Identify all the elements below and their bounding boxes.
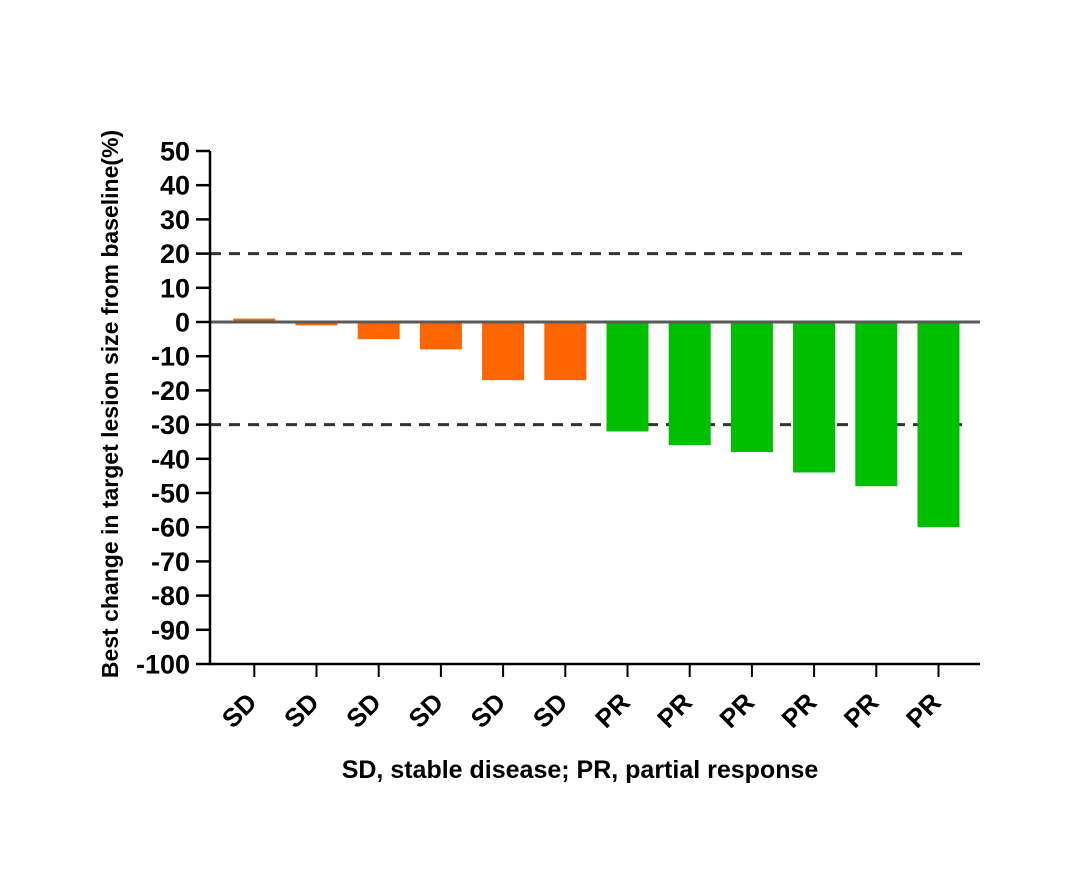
y-tick-label: -60 bbox=[151, 513, 190, 543]
bar-pr-10 bbox=[793, 322, 836, 473]
x-category-label: PR bbox=[651, 687, 698, 734]
footnote-caption: SD, stable disease; PR, partial response bbox=[341, 756, 819, 784]
x-category-label: SD bbox=[465, 687, 512, 734]
x-category-label: SD bbox=[527, 687, 574, 734]
x-category-label: PR bbox=[713, 687, 760, 734]
bar-pr-8 bbox=[668, 322, 711, 446]
bar-pr-9 bbox=[730, 322, 773, 452]
y-tick-label: -50 bbox=[151, 478, 190, 508]
y-tick-label: -90 bbox=[151, 615, 190, 645]
x-category-label: SD bbox=[340, 687, 387, 734]
bar-pr-7 bbox=[606, 322, 649, 432]
y-tick-label: 30 bbox=[160, 205, 190, 235]
y-tick-label: -10 bbox=[151, 342, 190, 372]
x-category-label: SD bbox=[402, 687, 449, 734]
bar-pr-11 bbox=[855, 322, 898, 487]
y-tick-label: 0 bbox=[175, 307, 190, 337]
bar-sd-5 bbox=[482, 322, 525, 381]
y-tick-label: 40 bbox=[160, 171, 190, 201]
x-category-label: SD bbox=[216, 687, 263, 734]
bar-sd-2 bbox=[295, 322, 338, 326]
y-tick-label: -40 bbox=[151, 444, 190, 474]
bar-sd-6 bbox=[544, 322, 587, 381]
y-tick-label: -30 bbox=[151, 410, 190, 440]
y-tick-label: 50 bbox=[160, 136, 190, 166]
bar-sd-3 bbox=[357, 322, 400, 340]
x-category-label: PR bbox=[589, 687, 636, 734]
y-tick-label: -70 bbox=[151, 547, 190, 577]
x-category-label: SD bbox=[278, 687, 325, 734]
x-category-label: PR bbox=[838, 687, 885, 734]
y-tick-label: 10 bbox=[160, 273, 190, 303]
y-tick-label: -20 bbox=[151, 376, 190, 406]
bar-pr-12 bbox=[917, 322, 960, 528]
bar-sd-1 bbox=[233, 318, 276, 322]
y-tick-label: 20 bbox=[160, 239, 190, 269]
y-tick-label: -80 bbox=[151, 581, 190, 611]
x-category-label: PR bbox=[900, 687, 947, 734]
bar-sd-4 bbox=[419, 322, 462, 350]
x-category-label: PR bbox=[776, 687, 823, 734]
y-tick-label: -100 bbox=[136, 649, 190, 679]
